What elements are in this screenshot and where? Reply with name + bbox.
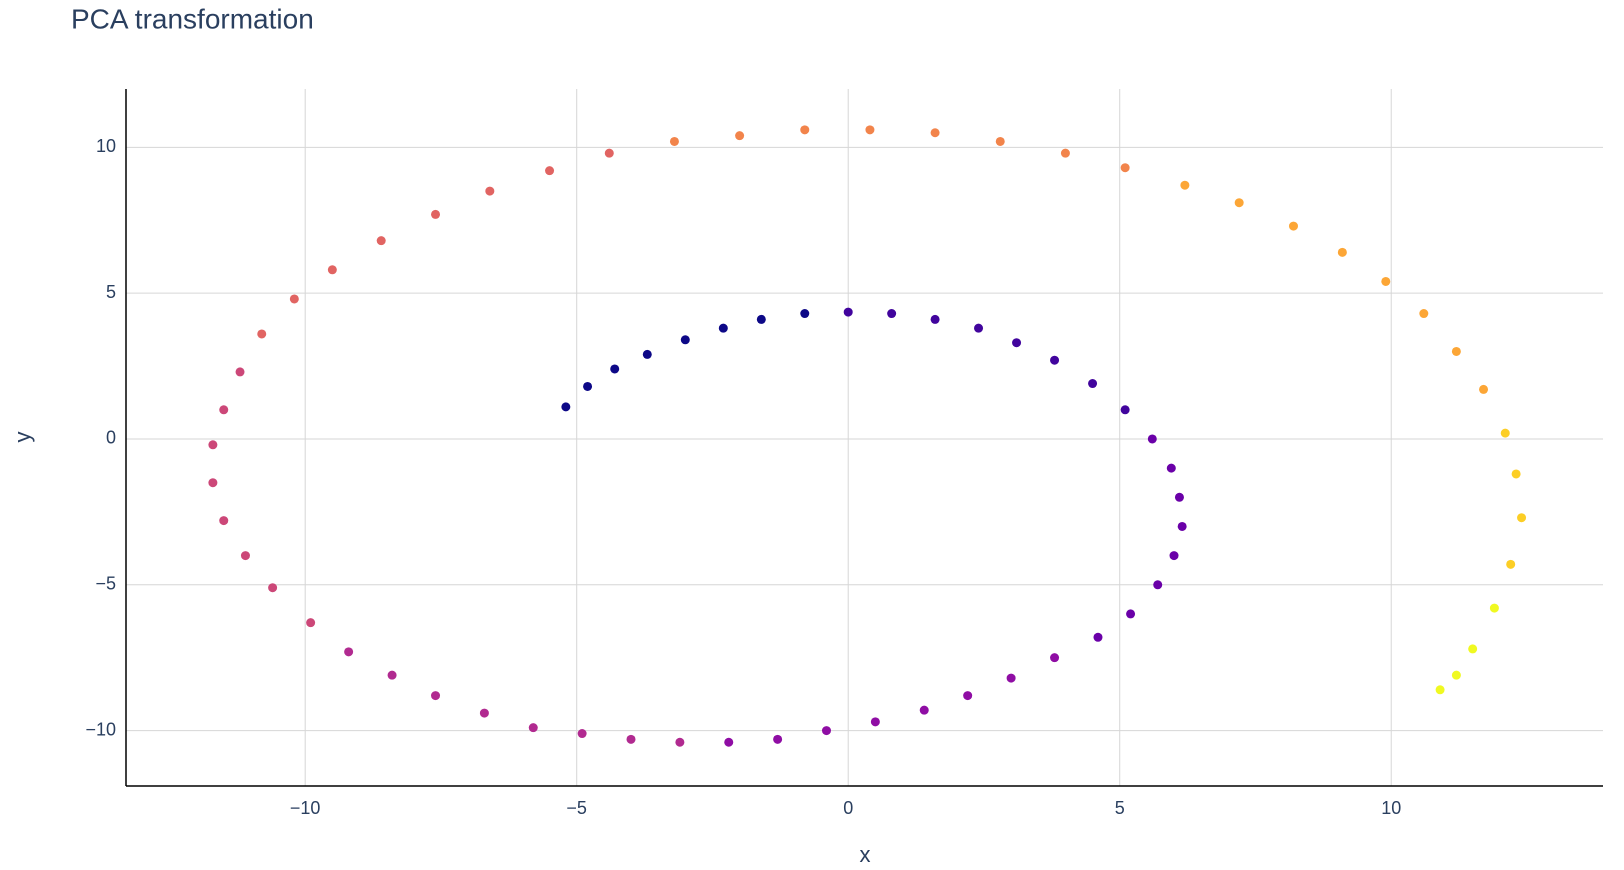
point <box>1006 673 1016 683</box>
point <box>1147 434 1157 444</box>
y-tick-label: −10 <box>85 719 116 739</box>
point <box>930 314 940 324</box>
point <box>843 307 853 317</box>
point <box>887 309 897 319</box>
point <box>1174 492 1184 502</box>
point <box>735 131 745 141</box>
point <box>1166 463 1176 473</box>
point <box>1234 198 1244 208</box>
point <box>1126 609 1136 619</box>
point <box>1169 551 1179 561</box>
y-tick-label: −5 <box>95 574 116 594</box>
point <box>1180 180 1190 190</box>
point <box>240 551 250 561</box>
point <box>306 618 316 628</box>
point <box>235 367 245 377</box>
point <box>208 440 218 450</box>
point <box>680 335 690 345</box>
point <box>1288 221 1298 231</box>
point <box>756 314 766 324</box>
point <box>870 717 880 727</box>
point <box>1050 653 1060 663</box>
point <box>718 323 728 333</box>
point <box>800 125 810 135</box>
point <box>1451 670 1461 680</box>
point <box>669 136 679 146</box>
point <box>561 402 571 412</box>
point <box>930 128 940 138</box>
y-tick-label: 0 <box>106 428 116 448</box>
point <box>1506 559 1516 569</box>
point <box>1381 276 1391 286</box>
point <box>431 691 441 701</box>
y-tick-label: 10 <box>96 136 116 156</box>
point <box>865 125 875 135</box>
point <box>577 729 587 739</box>
point <box>1500 428 1510 438</box>
point <box>208 478 218 488</box>
point <box>626 734 636 744</box>
point <box>1050 355 1060 365</box>
point <box>604 148 614 158</box>
point <box>995 136 1005 146</box>
point <box>289 294 299 304</box>
point <box>1093 632 1103 642</box>
point <box>219 405 229 415</box>
x-tick-label: 5 <box>1115 798 1125 818</box>
point <box>1060 148 1070 158</box>
point <box>583 381 593 391</box>
point <box>919 705 929 715</box>
x-axis-title: x <box>860 842 871 867</box>
point <box>800 309 810 319</box>
x-tick-label: 10 <box>1381 798 1401 818</box>
y-tick-label: 5 <box>106 282 116 302</box>
point <box>257 329 267 339</box>
x-tick-label: −5 <box>566 798 587 818</box>
point <box>1511 469 1521 479</box>
point <box>344 647 354 657</box>
point <box>431 209 441 219</box>
point <box>642 349 652 359</box>
point <box>268 583 278 593</box>
point <box>219 516 229 526</box>
point <box>1153 580 1163 590</box>
point <box>610 364 620 374</box>
y-axis-title: y <box>10 432 35 443</box>
point <box>1177 521 1187 531</box>
point <box>1120 163 1130 173</box>
point <box>1517 513 1527 523</box>
x-tick-label: 0 <box>843 798 853 818</box>
chart-title: PCA transformation <box>71 3 314 34</box>
point <box>974 323 984 333</box>
point <box>724 737 734 747</box>
point <box>1012 338 1022 348</box>
point <box>1489 603 1499 613</box>
point <box>821 726 831 736</box>
point <box>479 708 489 718</box>
point <box>545 166 555 176</box>
point <box>1337 247 1347 257</box>
point <box>528 723 538 733</box>
point <box>1468 644 1478 654</box>
point <box>1479 384 1489 394</box>
point <box>1435 685 1445 695</box>
point <box>327 265 337 275</box>
point <box>773 734 783 744</box>
point <box>675 737 685 747</box>
point <box>376 236 386 246</box>
point <box>1451 346 1461 356</box>
point <box>387 670 397 680</box>
x-tick-label: −10 <box>290 798 321 818</box>
point <box>963 691 973 701</box>
point <box>1088 379 1098 389</box>
point <box>485 186 495 196</box>
point <box>1120 405 1130 415</box>
point <box>1419 309 1429 319</box>
